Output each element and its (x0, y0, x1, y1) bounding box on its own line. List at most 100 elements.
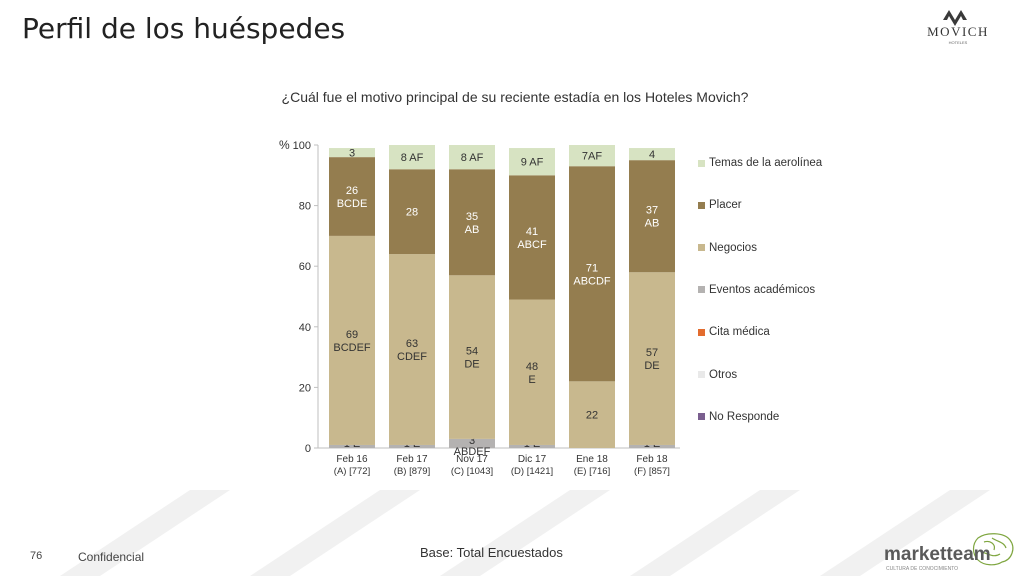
data-label: 37 (646, 205, 658, 217)
bar-segment-eventos-acad-micos (509, 444, 555, 448)
bar-segment-placer (329, 157, 375, 236)
legend-label: Negocios (709, 241, 757, 254)
data-label: 8 AF (401, 152, 424, 164)
bar-segment-placer (569, 166, 615, 382)
legend-swatch (698, 159, 705, 167)
bar-segment-temas-de-la-aerol-nea (449, 145, 495, 170)
x-tick-sublabel: (D) [1421] (511, 466, 553, 477)
data-label: 9 AF (521, 157, 544, 169)
data-label: DE (644, 360, 659, 372)
data-label: ABCDF (573, 275, 611, 287)
bar-segment-temas-de-la-aerol-nea (389, 145, 435, 170)
y-axis-label: % (279, 138, 290, 152)
bar-segment-placer (389, 169, 435, 255)
bar-segment-temas-de-la-aerol-nea (329, 148, 375, 158)
x-tick-sublabel: (F) [857] (634, 466, 670, 477)
bar-segment-negocios (329, 235, 375, 445)
data-label: ABCF (517, 239, 547, 251)
data-label: 71 (586, 262, 598, 274)
footer-brand: marketteam (884, 544, 991, 565)
bar-segment-negocios (449, 275, 495, 439)
page-number: 76 (30, 550, 43, 562)
base-note: Base: Total Encuestados (420, 545, 563, 560)
data-label: BCDE (337, 198, 368, 210)
x-tick-sublabel: (A) [772] (334, 466, 370, 477)
data-label: 28 (406, 207, 418, 219)
bar-segment-temas-de-la-aerol-nea (569, 145, 615, 167)
footer-sub: CULTURA DE CONOCIMIENTO (886, 566, 958, 572)
y-tick-label: 80 (299, 201, 311, 213)
legend-item: Negocios (698, 240, 757, 256)
movich-logo: MOVICH HOTELES (927, 10, 989, 45)
y-tick-label: 100 (293, 140, 311, 152)
legend-swatch (698, 413, 705, 421)
y-tick-label: 60 (299, 261, 311, 273)
legend-swatch (698, 201, 705, 209)
confidential-label: Confidencial (78, 550, 145, 564)
page-title: Perfil de los huéspedes (22, 12, 346, 45)
data-label: 26 (346, 185, 358, 197)
data-label: E (528, 374, 535, 386)
legend-label: No Responde (709, 410, 780, 423)
x-tick-sublabel: (C) [1043] (451, 466, 493, 477)
x-tick-sublabel: (B) [879] (394, 466, 430, 477)
data-label: 22 (586, 410, 598, 422)
brand-sub: HOTELES (949, 40, 968, 45)
legend-swatch (698, 286, 705, 294)
data-label: 69 (346, 329, 358, 341)
legend-item: Eventos académicos (698, 282, 815, 298)
y-tick-label: 0 (305, 443, 311, 455)
x-tick-label: Feb 18 (636, 454, 668, 465)
x-tick-label: Dic 17 (518, 454, 547, 465)
chart-title: ¿Cuál fue el motivo principal de su reci… (281, 89, 749, 105)
marketteam-logo: marketteam CULTURA DE CONOCIMIENTO (884, 533, 1014, 572)
legend-swatch (698, 328, 705, 336)
data-label: DE (464, 359, 479, 371)
data-label: 3 (349, 148, 355, 160)
legend-item: Temas de la aerolínea (698, 155, 822, 171)
legend-label: Temas de la aerolínea (709, 157, 823, 169)
legend-label: Eventos académicos (709, 283, 816, 296)
data-label: AB (465, 224, 480, 236)
data-label: 41 (526, 226, 538, 238)
data-label: 57 (646, 347, 658, 359)
legend-label: Otros (709, 368, 738, 381)
data-label: 8 AF (461, 152, 484, 164)
bar-segment-negocios (389, 254, 435, 445)
data-label: 48 (526, 361, 538, 373)
bar-segment-eventos-acad-micos (389, 444, 435, 448)
y-tick-label: 40 (299, 322, 311, 334)
bar-segment-placer (509, 175, 555, 300)
x-tick-label: Ene 18 (576, 454, 608, 465)
legend-swatch (698, 244, 705, 252)
bar-segment-eventos-acad-micos (449, 438, 495, 448)
data-label: ABDEF (454, 446, 491, 458)
x-tick-label: Feb 17 (396, 454, 428, 465)
bar-segment-eventos-acad-micos (629, 444, 675, 448)
data-label: 7AF (582, 151, 602, 163)
data-label: 63 (406, 338, 418, 350)
bar-segment-placer (449, 169, 495, 276)
x-tick-label: Nov 17 (456, 454, 488, 465)
bar-segment-negocios (629, 272, 675, 445)
legend-item: No Responde (698, 409, 779, 425)
legend-item: Cita médica (698, 324, 770, 340)
brand-name: MOVICH (927, 24, 989, 39)
legend-label: Cita médica (709, 326, 770, 339)
bar-segment-eventos-acad-micos (329, 444, 375, 448)
bar-segment-temas-de-la-aerol-nea (629, 148, 675, 161)
bar-segment-negocios (569, 381, 615, 448)
legend-item: Otros (698, 367, 737, 383)
legend-item: Placer (698, 197, 742, 213)
x-tick-sublabel: (E) [716] (574, 466, 610, 477)
data-label: BCDEF (333, 342, 371, 354)
data-label: AB (645, 218, 660, 230)
data-label: 35 (466, 211, 478, 223)
data-label: 4 (649, 149, 655, 161)
x-tick-label: Feb 16 (336, 454, 368, 465)
y-tick-label: 20 (299, 382, 311, 394)
data-label: CDEF (397, 351, 427, 363)
data-label: 3 (469, 435, 475, 447)
